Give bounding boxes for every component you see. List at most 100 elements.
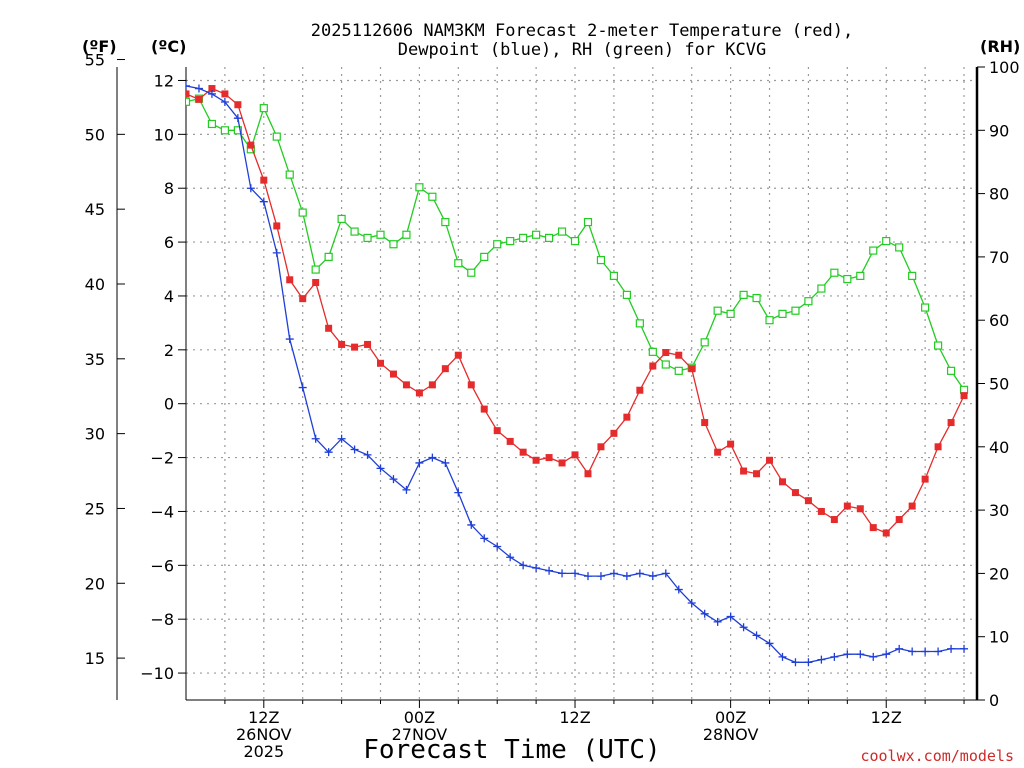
dewpoint-series-point [765,639,774,648]
temperature-series-point [856,505,864,513]
rh-series-point [570,236,580,246]
fahrenheit-tick-label: 15 [85,649,105,668]
rh-series-point [311,265,320,274]
rh-series-point [752,293,761,303]
celsius-tick-label: −4 [150,502,174,521]
dewpoint-series-point [752,631,761,640]
rh-series-point [804,297,813,306]
dewpoint-series-point [467,520,476,529]
unit-fahrenheit-label: (ºF) [82,37,117,56]
rh-series-point [233,126,242,135]
rh-series-point [519,233,528,243]
temperature-series-point [467,381,475,389]
temperature-series-point [817,507,825,515]
rh-series-point [869,246,878,255]
dewpoint-series-point [493,542,502,551]
rh-series-point [726,309,735,318]
dewpoint-series-point [415,458,424,467]
dewpoint-series-point [389,475,398,484]
rh-series-point [895,243,904,252]
dewpoint-series-point [532,564,541,573]
temperature-series-point [441,365,449,373]
temperature-series-point [186,90,190,98]
fahrenheit-tick-label: 40 [85,275,105,294]
rh-series-point [363,233,372,243]
dewpoint-series-point [830,652,839,661]
rh-series-point [441,217,450,227]
credit-text: coolwx.com/models [860,747,1014,765]
celsius-tick-label: 0 [164,395,174,414]
temperature-series-point [338,340,346,348]
rh-series-point [778,309,787,318]
temperature-series-point [286,276,294,284]
rh-series-point [544,233,554,243]
dewpoint-series-point [233,114,242,123]
x-tick-label: 26NOV [236,725,292,744]
temperature-series-point [415,389,423,397]
temperature-series-point [364,340,372,348]
temperature-series-point [195,95,203,103]
temperature-series-point [830,516,838,524]
dewpoint-series-point [363,450,372,459]
dewpoint-series-point [817,655,826,664]
dewpoint-series-point [882,650,891,659]
temperature-series-point [804,497,812,505]
x-tick-label: 12Z [559,708,590,727]
dewpoint-series-point [661,569,670,578]
rh-tick-label: 50 [989,375,1009,394]
temperature-series-point [662,349,670,357]
x-tick-label: 28NOV [703,725,759,744]
rh-series-point [493,240,502,249]
rh-tick-label: 60 [989,311,1009,330]
temperature-series-point [351,343,359,351]
temperature-series-point [701,419,709,427]
x-tick-label: 2025 [243,742,284,761]
rh-series-point [480,252,489,261]
rh-series-point [186,97,191,106]
temperature-series-point [273,222,281,230]
grid-lines [186,67,977,700]
dewpoint-series-point [921,647,930,656]
dewpoint-series-point [856,650,865,659]
rh-series-point [700,338,709,347]
dewpoint-series-point [220,98,229,107]
rh-series-point [285,170,294,179]
temperature-series-point [753,470,761,478]
dewpoint-series-point [428,453,437,462]
fahrenheit-tick-label: 20 [85,574,105,593]
dewpoint-series-point [895,644,904,653]
chart-title-line1: 2025112606 NAM3KM Forecast 2-meter Tempe… [311,21,853,41]
rh-series-point [739,290,748,299]
celsius-tick-label: −2 [150,449,174,468]
temperature-series-point [545,454,553,462]
dewpoint-series-point [804,658,813,667]
rh-series-point [583,217,593,227]
dewpoint-series-point [947,644,956,653]
celsius-tick-label: 6 [164,233,174,252]
temperature-series-point [714,448,722,456]
celsius-tick-label: −6 [150,556,174,575]
dewpoint-series-point [519,561,528,570]
rh-series-point [415,183,424,192]
temperature-series-point [882,529,890,537]
temperature-series-point [221,90,229,98]
dewpoint-series-point [246,184,255,193]
rh-series-point [946,366,956,375]
dewpoint-series-point [441,458,450,467]
temperature-series-point [493,427,501,435]
rh-tick-label: 100 [989,58,1020,77]
rh-series-point [337,214,346,224]
temperature-series-point [908,502,916,510]
dewpoint-series-point [285,335,294,344]
dewpoint-series-point [545,566,554,575]
rh-series-point [350,227,359,236]
rh-series-point [324,252,333,261]
fahrenheit-tick-label: 25 [85,499,105,518]
x-tick-label: 00Z [715,708,746,727]
rh-series-point [648,347,657,356]
fahrenheit-tick-label: 55 [85,51,105,70]
temperature-series-point [610,429,618,437]
rh-tick-label: 10 [989,628,1009,647]
temperature-series-point [299,295,307,303]
